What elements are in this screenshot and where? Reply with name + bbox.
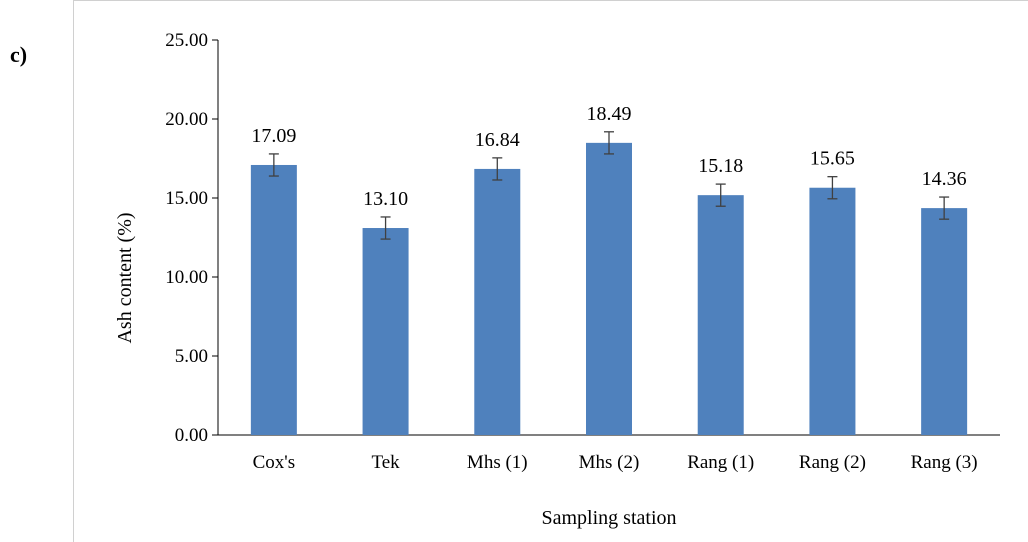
bar	[362, 228, 409, 435]
bar	[809, 187, 856, 435]
x-tick-label: Rang (1)	[687, 452, 754, 473]
bar	[250, 164, 297, 435]
y-tick-label: 25.00	[165, 30, 208, 51]
data-label: 14.36	[922, 168, 967, 190]
x-tick-label: Tek	[371, 452, 400, 473]
y-tick-label: 15.00	[165, 188, 208, 209]
data-label: 18.49	[587, 103, 632, 125]
bar	[586, 142, 632, 435]
chart-frame	[73, 0, 1028, 542]
data-label: 17.09	[251, 125, 296, 147]
bar	[697, 195, 744, 435]
y-tick-label: 5.00	[175, 346, 208, 367]
data-label: 16.84	[475, 129, 520, 151]
bar	[474, 168, 521, 436]
bar	[921, 208, 968, 435]
y-tick-label: 10.00	[165, 267, 208, 288]
x-tick-label: Cox's	[253, 452, 296, 473]
x-tick-label: Mhs (1)	[467, 452, 528, 473]
x-tick-label: Rang (3)	[911, 452, 978, 473]
y-tick-label: 20.00	[165, 109, 208, 130]
y-tick-label: 0.00	[175, 425, 208, 446]
data-label: 15.65	[810, 148, 855, 170]
data-label: 13.10	[363, 188, 408, 210]
x-axis-title: Sampling station	[542, 507, 677, 529]
x-tick-label: Rang (2)	[799, 452, 866, 473]
panel-label: c)	[10, 42, 28, 67]
y-axis-title: Ash content (%)	[114, 212, 136, 343]
x-tick-label: Mhs (2)	[579, 452, 640, 473]
data-label: 15.18	[698, 155, 743, 177]
